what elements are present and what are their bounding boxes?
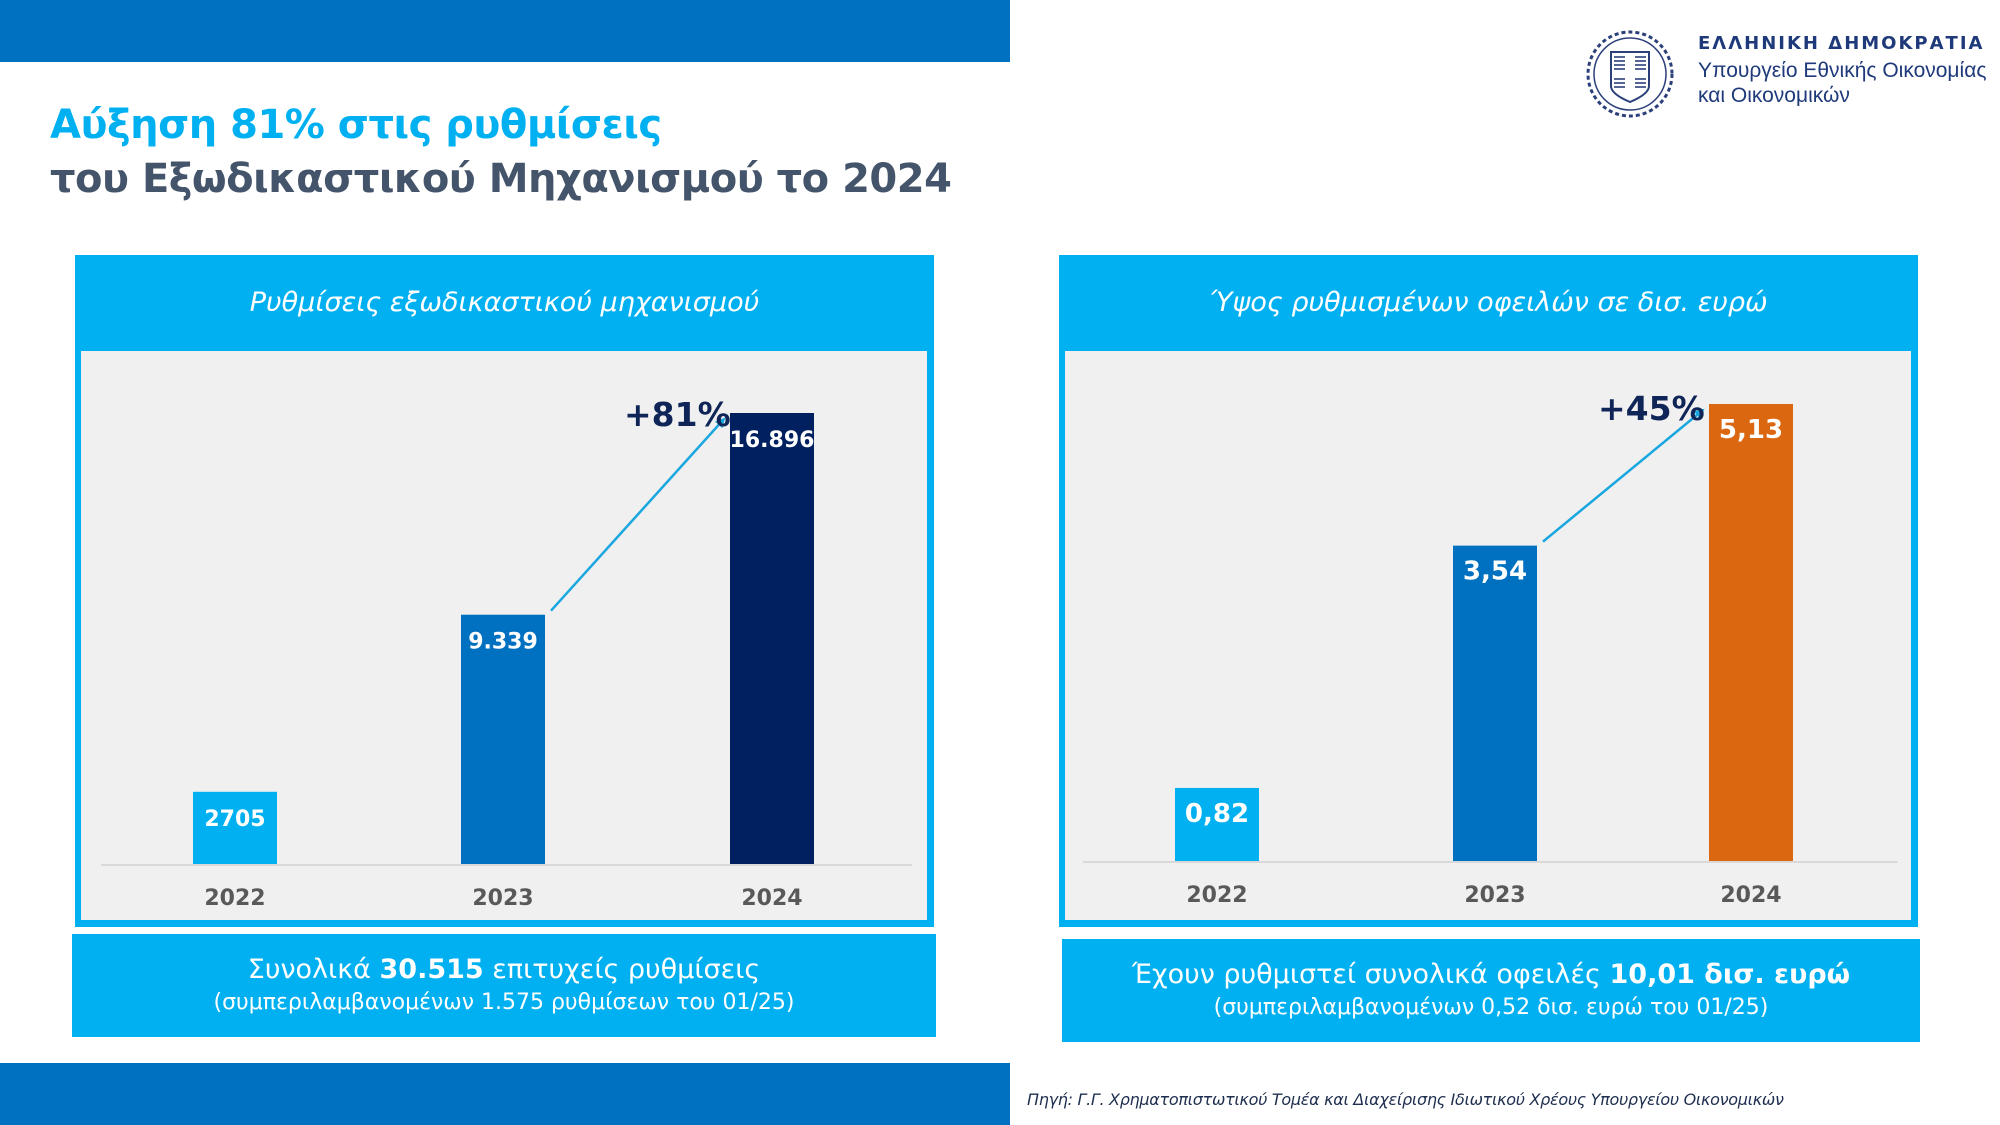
settlements-chart-panel: Ρυθμίσεις εξωδικαστικού μηχανισμού: [75, 255, 934, 927]
summary-note: (συμπεριλαμβανομένων 1.575 ρυθμίσεων του…: [213, 990, 795, 1015]
summary-headline: Συνολικά 30.515 επιτυχείς ρυθμίσεις: [72, 952, 936, 988]
ministry-logo-text: ΕΛΛΗΝΙΚΗ ΔΗΜΟΚΡΑΤΙΑ Υπουργείο Εθνικής Οι…: [1698, 30, 1986, 108]
plot-area: [81, 351, 927, 920]
summary-suffix: επιτυχείς ρυθμίσεις: [483, 954, 761, 985]
org-name: ΕΛΛΗΝΙΚΗ ΔΗΜΟΚΡΑΤΙΑ: [1698, 33, 1985, 54]
chart-title: Ύψος ρυθμισμένων οφειλών σε δισ. ευρώ: [1209, 287, 1768, 318]
summary-headline: Έχουν ρυθμιστεί συνολικά οφειλές 10,01 δ…: [1062, 957, 1920, 993]
debt-amount-chart-panel: Ύψος ρυθμισμένων οφειλών σε δισ. ευρώ: [1059, 255, 1918, 927]
title-line-2: του Εξωδικαστικού Μηχανισμού το 2024: [50, 156, 952, 202]
summary-prefix: Συνολικά: [247, 954, 380, 985]
source-note: Πηγή: Γ.Γ. Χρηματοπιστωτικού Τομέα και Δ…: [1027, 1090, 1784, 1109]
page-title: Αύξηση 81% στις ρυθμίσεις του Εξωδικαστι…: [50, 98, 952, 206]
settlements-summary-box: Συνολικά 30.515 επιτυχείς ρυθμίσεις (συμ…: [72, 934, 936, 1037]
ministry-line-1: Υπουργείο Εθνικής Οικονομίας: [1698, 59, 1987, 82]
debt-summary-box: Έχουν ρυθμιστεί συνολικά οφειλές 10,01 δ…: [1062, 939, 1920, 1042]
chart-title: Ρυθμίσεις εξωδικαστικού μηχανισμού: [249, 287, 760, 318]
top-accent-bar: [0, 0, 1010, 62]
summary-total: 10,01 δισ. ευρώ: [1609, 959, 1851, 990]
bottom-accent-bar: [0, 1063, 1010, 1125]
summary-prefix: Έχουν ρυθμιστεί συνολικά οφειλές: [1131, 959, 1610, 990]
title-line-1: Αύξηση 81% στις ρυθμίσεις: [50, 102, 662, 148]
greek-coat-of-arms-icon: [1586, 30, 1674, 118]
summary-total: 30.515: [379, 954, 484, 985]
plot-area: [1065, 351, 1911, 920]
summary-note: (συμπεριλαμβανομένων 0,52 δισ. ευρώ του …: [1213, 995, 1769, 1020]
ministry-line-2: και Οικονομικών: [1698, 84, 1850, 107]
